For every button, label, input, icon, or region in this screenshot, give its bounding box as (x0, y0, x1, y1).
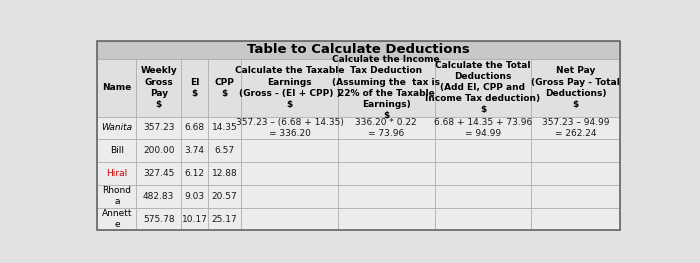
Bar (531, 59, 620, 117)
Bar (97, 59, 136, 117)
Text: 6.68 + 14.35 + 73.96
= 94.99: 6.68 + 14.35 + 73.96 = 94.99 (434, 118, 532, 138)
Bar (435, 59, 531, 117)
Text: Annett
e: Annett e (102, 209, 132, 229)
Bar (208, 162, 241, 185)
Bar (208, 59, 241, 117)
Bar (435, 162, 531, 185)
Bar (338, 208, 435, 230)
Bar (241, 139, 338, 162)
Bar (208, 117, 241, 139)
Bar (241, 208, 338, 230)
Text: 6.12: 6.12 (185, 169, 204, 178)
Bar (181, 59, 208, 117)
Text: 25.17: 25.17 (211, 215, 237, 224)
Text: 14.35: 14.35 (211, 123, 237, 133)
Bar (181, 208, 208, 230)
Text: 12.88: 12.88 (211, 169, 237, 178)
Text: 3.74: 3.74 (185, 146, 204, 155)
Bar (241, 185, 338, 208)
Bar (338, 117, 435, 139)
Bar (435, 139, 531, 162)
Text: 6.68: 6.68 (185, 123, 204, 133)
Text: 336.20 * 0.22
= 73.96: 336.20 * 0.22 = 73.96 (356, 118, 417, 138)
Bar (97, 185, 136, 208)
Text: 357.23 – 94.99
= 262.24: 357.23 – 94.99 = 262.24 (542, 118, 610, 138)
Bar (241, 162, 338, 185)
Text: 6.57: 6.57 (214, 146, 234, 155)
Bar (338, 59, 435, 117)
Text: 357.23 – (6.68 + 14.35)
= 336.20: 357.23 – (6.68 + 14.35) = 336.20 (235, 118, 344, 138)
Bar (435, 117, 531, 139)
Bar (208, 139, 241, 162)
Bar (181, 185, 208, 208)
Bar (338, 162, 435, 185)
Text: Table to Calculate Deductions: Table to Calculate Deductions (247, 43, 470, 56)
Text: 327.45: 327.45 (143, 169, 174, 178)
Text: 200.00: 200.00 (143, 146, 174, 155)
Bar (136, 117, 181, 139)
Bar (531, 208, 620, 230)
Bar (97, 162, 136, 185)
Bar (136, 162, 181, 185)
Text: Weekly
Gross
Pay
$: Weekly Gross Pay $ (140, 67, 177, 109)
Bar (181, 117, 208, 139)
Text: 9.03: 9.03 (185, 192, 204, 201)
Bar (136, 208, 181, 230)
Text: 10.17: 10.17 (181, 215, 207, 224)
Text: CPP
$: CPP $ (215, 78, 235, 98)
Text: Net Pay
(Gross Pay - Total
Deductions)
$: Net Pay (Gross Pay - Total Deductions) $ (531, 67, 620, 109)
Bar (97, 41, 620, 59)
Text: Name: Name (102, 83, 132, 92)
Text: Wanita: Wanita (102, 123, 132, 133)
Text: 357.23: 357.23 (143, 123, 174, 133)
Bar (338, 139, 435, 162)
Bar (531, 185, 620, 208)
Bar (97, 208, 136, 230)
Text: 482.83: 482.83 (143, 192, 174, 201)
Text: Calculate the Total
Deductions
(Add EI, CPP and
Income Tax deduction)
$: Calculate the Total Deductions (Add EI, … (426, 61, 540, 114)
Bar (136, 59, 181, 117)
Text: 20.57: 20.57 (211, 192, 237, 201)
Bar (97, 139, 136, 162)
Bar (208, 185, 241, 208)
Text: Calculate the Income
Tax Deduction
(Assuming the  tax is
22% of the Taxable
Earn: Calculate the Income Tax Deduction (Assu… (332, 55, 440, 120)
Bar (136, 185, 181, 208)
Text: Hiral: Hiral (106, 169, 127, 178)
Text: Bill: Bill (110, 146, 124, 155)
Bar (241, 117, 338, 139)
Text: Rhond
a: Rhond a (102, 186, 132, 206)
Bar (97, 117, 136, 139)
Bar (531, 162, 620, 185)
Text: 575.78: 575.78 (143, 215, 174, 224)
Text: EI
$: EI $ (190, 78, 200, 98)
Bar (181, 162, 208, 185)
Bar (241, 59, 338, 117)
Bar (181, 139, 208, 162)
Bar (435, 208, 531, 230)
Bar (531, 139, 620, 162)
Bar (136, 139, 181, 162)
Bar (338, 185, 435, 208)
Bar (435, 185, 531, 208)
Text: Calculate the Taxable
Earnings
(Gross - (EI + CPP) )
$: Calculate the Taxable Earnings (Gross - … (234, 67, 344, 109)
Bar (531, 117, 620, 139)
Bar (208, 208, 241, 230)
